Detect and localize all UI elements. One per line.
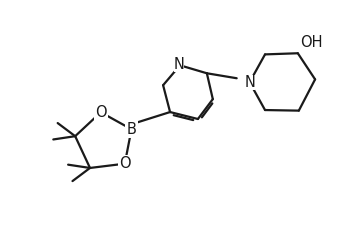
- Text: N: N: [174, 57, 185, 72]
- Text: OH: OH: [300, 35, 322, 50]
- Text: B: B: [127, 122, 136, 137]
- Text: O: O: [95, 105, 107, 120]
- Text: O: O: [119, 156, 131, 171]
- Text: N: N: [244, 75, 255, 90]
